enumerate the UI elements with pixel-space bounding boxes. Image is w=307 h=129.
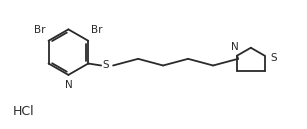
Text: HCl: HCl <box>13 105 34 118</box>
Text: S: S <box>270 53 277 63</box>
Text: N: N <box>64 80 72 90</box>
Text: N: N <box>231 42 239 52</box>
Text: S: S <box>103 61 110 70</box>
Text: Br: Br <box>91 25 103 35</box>
Text: Br: Br <box>34 25 45 35</box>
